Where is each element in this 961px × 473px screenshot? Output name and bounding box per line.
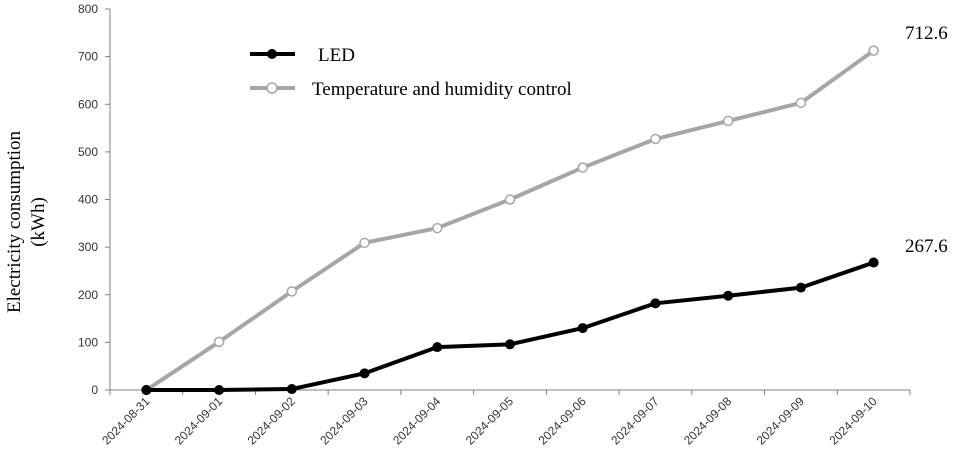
x-tick-label: 2024-09-07 xyxy=(608,394,662,448)
end-label-temperature: 712.6 xyxy=(905,23,948,44)
data-point xyxy=(504,194,516,205)
data-point xyxy=(795,97,807,109)
x-tick-label: 2024-08-31 xyxy=(99,394,153,448)
data-point xyxy=(577,323,588,334)
data-point xyxy=(868,45,879,56)
series-line xyxy=(146,260,875,392)
data-point xyxy=(286,286,298,297)
series-layer xyxy=(141,45,879,396)
y-tick-label: 400 xyxy=(78,193,98,207)
data-point xyxy=(359,237,370,249)
data-point xyxy=(577,162,588,173)
x-tick-label: 2024-09-03 xyxy=(317,394,371,448)
data-point xyxy=(505,339,515,350)
data-point xyxy=(722,115,734,127)
y-tick-label: 300 xyxy=(78,240,98,254)
y-ticks: 0 100 200 300 400 500 600 700 800 xyxy=(78,2,110,397)
x-tick-label: 2024-09-10 xyxy=(826,394,880,448)
legend-label-led: LED xyxy=(318,45,355,66)
x-ticks: 2024-08-31 2024-09-01 2024-09-02 2024-09-03… xyxy=(99,390,911,448)
x-tick-label: 2024-09-06 xyxy=(536,394,590,448)
x-tick-label: 2024-09-04 xyxy=(390,394,444,448)
end-label-led: 267.6 xyxy=(905,236,948,257)
x-tick-label: 2024-09-01 xyxy=(172,394,226,448)
data-point xyxy=(432,342,443,353)
x-tick-label: 2024-09-09 xyxy=(754,394,808,448)
y-tick-label: 700 xyxy=(78,50,98,64)
data-point xyxy=(723,290,734,301)
y-tick-label: 600 xyxy=(78,97,98,111)
y-tick-label: 0 xyxy=(91,383,98,397)
legend: LED Temperature and humidity control xyxy=(250,45,572,100)
y-tick-label: 800 xyxy=(78,2,98,16)
series-line xyxy=(145,48,875,392)
data-point xyxy=(213,336,225,348)
y-tick-label: 200 xyxy=(78,288,98,302)
data-point xyxy=(141,385,152,395)
y-axis-label: Electricity consumption (kWh) xyxy=(4,130,49,313)
data-point xyxy=(650,298,661,309)
x-tick-label: 2024-09-08 xyxy=(681,394,735,448)
data-point xyxy=(432,222,443,234)
legend-label-temperature: Temperature and humidity control xyxy=(312,79,572,100)
data-point xyxy=(868,257,879,268)
y-tick-label: 100 xyxy=(78,335,98,349)
data-point xyxy=(650,133,661,145)
data-point xyxy=(286,384,297,395)
data-point xyxy=(214,385,225,395)
y-axis-label-line2: (kWh) xyxy=(28,197,49,247)
end-labels: 712.6 267.6 xyxy=(905,23,948,257)
x-tick-label: 2024-09-05 xyxy=(463,394,517,448)
data-point xyxy=(795,282,806,293)
y-axis-label-line1: Electricity consumption xyxy=(4,130,25,313)
y-tick-label: 500 xyxy=(78,145,98,159)
data-point xyxy=(359,368,370,379)
legend-marker-temperature xyxy=(266,82,278,94)
legend-marker-led xyxy=(267,49,277,59)
x-tick-label: 2024-09-02 xyxy=(245,394,299,448)
